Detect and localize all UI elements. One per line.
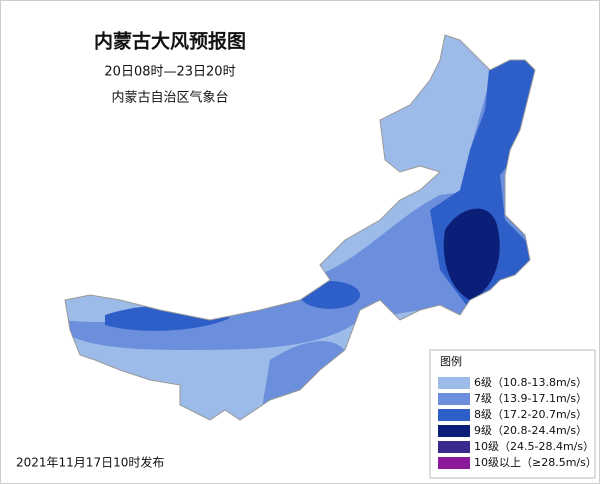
map-title: 内蒙古大风预报图 (94, 30, 246, 53)
legend: 图例 6级（10.8-13.8m/s） 7级（13.9-17.1m/s） 8级（17… (429, 349, 597, 479)
level-7-area (65, 60, 535, 350)
issued-time: 2021年11月17日10时发布 (16, 455, 164, 470)
legend-label: 9级（20.8-24.4m/s） (474, 424, 587, 437)
legend-swatch (438, 457, 470, 469)
level-9-area (443, 208, 500, 300)
legend-label: 6级（10.8-13.8m/s） (474, 376, 587, 389)
legend-swatch (438, 425, 470, 437)
legend-swatch (438, 393, 470, 405)
legend-label: 8级（17.2-20.7m/s） (474, 408, 587, 421)
map-period: 20日08时—23日20时 (104, 65, 235, 80)
legend-swatch (438, 441, 470, 453)
map-issuer: 内蒙古自治区气象台 (111, 90, 228, 106)
legend-label: 7级（13.9-17.1m/s） (474, 392, 587, 405)
legend-label: 10级（24.5-28.4m/s） (474, 440, 594, 453)
legend-swatch (438, 409, 470, 421)
legend-label: 10级以上（≥28.5m/s） (474, 456, 597, 469)
legend-title: 图例 (440, 354, 462, 368)
legend-swatch (438, 377, 470, 389)
